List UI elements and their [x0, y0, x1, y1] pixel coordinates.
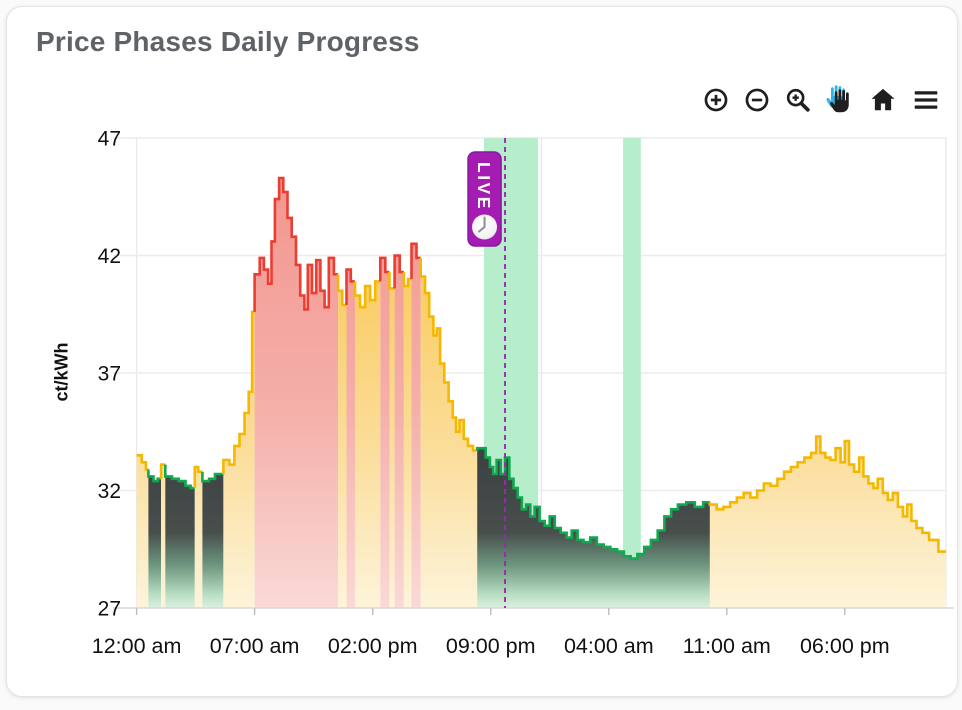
- x-tick-label: 07:00 am: [210, 634, 300, 658]
- x-tick-label: 02:00 pm: [328, 634, 418, 658]
- zoom-out-button[interactable]: [742, 85, 772, 115]
- modebar: [701, 84, 942, 116]
- menu-button[interactable]: [910, 84, 942, 116]
- pan-button[interactable]: [824, 84, 856, 116]
- x-tick-label: 11:00 am: [683, 634, 771, 658]
- reset-home-button[interactable]: [867, 84, 899, 116]
- zoom-out-icon: [743, 86, 771, 114]
- zoom-in-button[interactable]: [701, 85, 731, 115]
- x-tick-label: 09:00 pm: [446, 634, 536, 658]
- box-zoom-button[interactable]: [783, 85, 813, 115]
- x-tick-label: 06:00 pm: [800, 634, 890, 658]
- hamburger-menu-icon: [911, 85, 941, 115]
- zoom-in-icon: [702, 86, 730, 114]
- x-tick-label: 04:00 am: [564, 634, 654, 658]
- magnifier-zoom-icon: [784, 86, 812, 114]
- pan-hand-icon: [825, 85, 855, 115]
- plot-canvas[interactable]: [113, 138, 946, 608]
- home-icon: [868, 85, 898, 115]
- x-tick-label: 12:00 am: [92, 634, 182, 658]
